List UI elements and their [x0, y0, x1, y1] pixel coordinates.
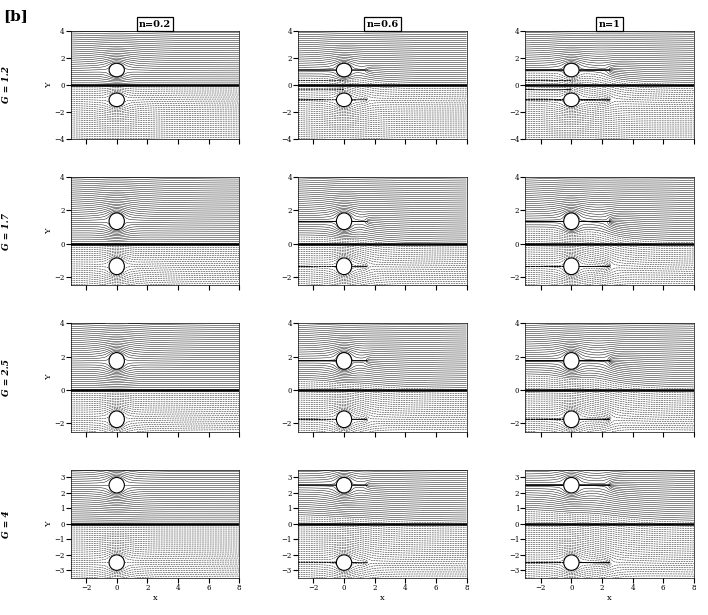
Text: G = 2.5: G = 2.5 [2, 359, 11, 396]
Circle shape [564, 352, 579, 369]
Circle shape [336, 213, 352, 229]
Circle shape [336, 63, 352, 77]
Circle shape [336, 258, 352, 275]
Y-axis label: Y: Y [45, 82, 53, 88]
Circle shape [109, 213, 125, 229]
Text: G = 4: G = 4 [2, 510, 11, 538]
Circle shape [564, 411, 579, 427]
Circle shape [564, 63, 579, 77]
Y-axis label: Y: Y [45, 228, 53, 234]
Circle shape [109, 555, 125, 570]
Circle shape [336, 477, 352, 493]
Y-axis label: Y: Y [45, 521, 53, 526]
Circle shape [564, 555, 579, 570]
Circle shape [109, 352, 125, 369]
Y-axis label: Y: Y [45, 375, 53, 381]
Circle shape [336, 411, 352, 427]
X-axis label: x: x [380, 593, 384, 601]
X-axis label: x: x [153, 593, 157, 601]
Circle shape [336, 555, 352, 570]
Circle shape [109, 411, 125, 427]
Text: [b]: [b] [4, 9, 28, 23]
Text: G = 1.7: G = 1.7 [2, 213, 11, 250]
Circle shape [564, 93, 579, 106]
Circle shape [564, 258, 579, 275]
Circle shape [109, 258, 125, 275]
Circle shape [109, 93, 125, 106]
Circle shape [109, 477, 125, 493]
Circle shape [336, 352, 352, 369]
X-axis label: x: x [607, 593, 612, 601]
Circle shape [336, 93, 352, 106]
Circle shape [564, 213, 579, 229]
Text: G = 1.2: G = 1.2 [2, 66, 11, 103]
Title: n=1: n=1 [599, 20, 620, 28]
Circle shape [564, 477, 579, 493]
Circle shape [109, 63, 125, 77]
Title: n=0.2: n=0.2 [139, 20, 171, 28]
Title: n=0.6: n=0.6 [366, 20, 399, 28]
